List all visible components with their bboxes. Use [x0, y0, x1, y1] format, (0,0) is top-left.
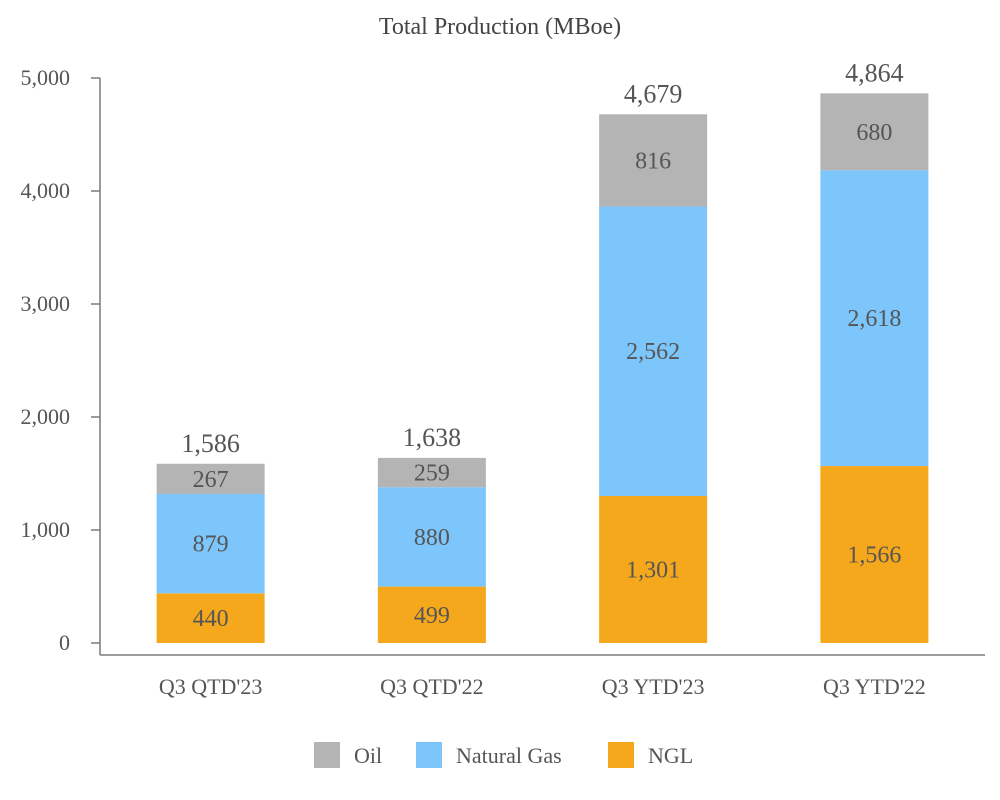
bar-segment-oil [156, 463, 265, 494]
legend-item-oil: Oil [314, 742, 382, 768]
legend-swatch [608, 742, 634, 768]
y-tick-label: 1,000 [21, 517, 71, 542]
total-value-label: 1,586 [181, 429, 240, 458]
legend: Oil Natural Gas NGL [314, 742, 693, 768]
segment-value-label: 879 [193, 532, 229, 558]
bar-stack: 440 879 267 1,586 [156, 429, 265, 643]
bar-segment-oil [377, 457, 486, 488]
total-value-label: 1,638 [403, 423, 462, 452]
bar-segment-natural-gas [820, 170, 929, 467]
x-tick-label: Q3 YTD'23 [602, 674, 705, 699]
chart-title: Total Production (MBoe) [379, 14, 621, 40]
bar-segment-ngl [377, 586, 486, 643]
segment-value-label: 2,562 [626, 339, 680, 365]
bar-stack: 1,566 2,618 680 4,864 [820, 58, 929, 643]
y-tick-label: 0 [59, 630, 70, 655]
legend-label: Natural Gas [456, 743, 562, 768]
x-axis: Q3 QTD'23 Q3 QTD'22 Q3 YTD'23 Q3 YTD'22 [100, 654, 985, 699]
legend-swatch [314, 742, 340, 768]
bar-segment-oil [599, 114, 708, 207]
legend-label: Oil [354, 743, 382, 768]
total-value-label: 4,864 [845, 58, 904, 87]
segment-value-label: 440 [193, 606, 229, 632]
x-tick-label: Q3 YTD'22 [823, 674, 926, 699]
segment-value-label: 499 [414, 603, 450, 629]
segment-value-label: 880 [414, 525, 450, 551]
y-tick-label: 5,000 [21, 65, 71, 90]
y-tick-label: 4,000 [21, 178, 71, 203]
segment-value-label: 1,566 [847, 543, 901, 569]
bar-segment-oil [820, 93, 929, 171]
bar-segment-natural-gas [599, 206, 708, 496]
bar-stack: 1,301 2,562 816 4,679 [599, 79, 708, 643]
bar-segment-ngl [599, 495, 708, 643]
x-tick-label: Q3 QTD'23 [159, 674, 263, 699]
segment-value-label: 259 [414, 461, 450, 487]
bar-segment-ngl [820, 466, 929, 643]
bar-segment-natural-gas [377, 487, 486, 587]
bars: 440 879 267 1,586 499 880 259 1,638 1,301 2,562 81… [156, 58, 929, 643]
legend-item-natural-gas: Natural Gas [416, 742, 562, 768]
segment-value-label: 2,618 [847, 306, 901, 332]
segment-value-label: 680 [856, 120, 892, 146]
y-tick-label: 3,000 [21, 291, 71, 316]
bar-stack: 499 880 259 1,638 [377, 423, 486, 643]
bar-segment-ngl [156, 593, 265, 643]
bar-segment-natural-gas [156, 493, 265, 594]
y-tick-label: 2,000 [21, 404, 71, 429]
legend-label: NGL [648, 743, 693, 768]
legend-item-ngl: NGL [608, 742, 693, 768]
segment-value-label: 1,301 [626, 557, 680, 583]
total-value-label: 4,679 [624, 79, 683, 108]
segment-value-label: 267 [193, 467, 229, 493]
legend-swatch [416, 742, 442, 768]
segment-value-label: 816 [635, 148, 671, 174]
x-tick-label: Q3 QTD'22 [380, 674, 484, 699]
y-axis: 0 1,000 2,000 3,000 4,000 5,000 [21, 65, 101, 655]
